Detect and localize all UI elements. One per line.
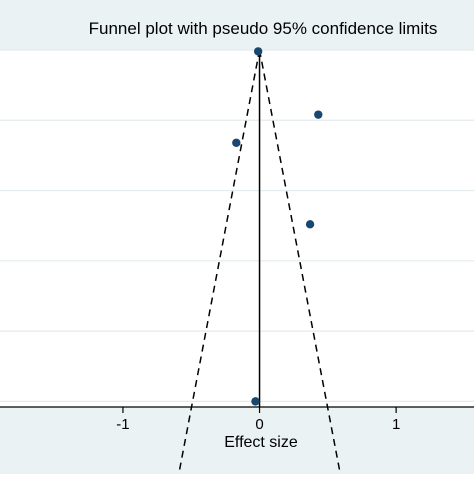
plot-area-background	[0, 50, 474, 407]
study-point	[314, 110, 323, 119]
x-axis-label: Effect size	[224, 434, 298, 451]
x-tick-label: -1	[116, 416, 129, 433]
chart-title: Funnel plot with pseudo 95% confidence l…	[89, 19, 438, 38]
x-axis: -1 0 1	[0, 406, 474, 433]
x-tick-label: 0	[255, 416, 263, 433]
study-point	[232, 138, 241, 147]
gridlines	[0, 49, 474, 402]
x-tick-label: 1	[392, 416, 400, 433]
study-point	[253, 47, 263, 56]
study-points	[232, 47, 323, 406]
study-point	[251, 397, 260, 406]
study-point	[305, 220, 315, 229]
